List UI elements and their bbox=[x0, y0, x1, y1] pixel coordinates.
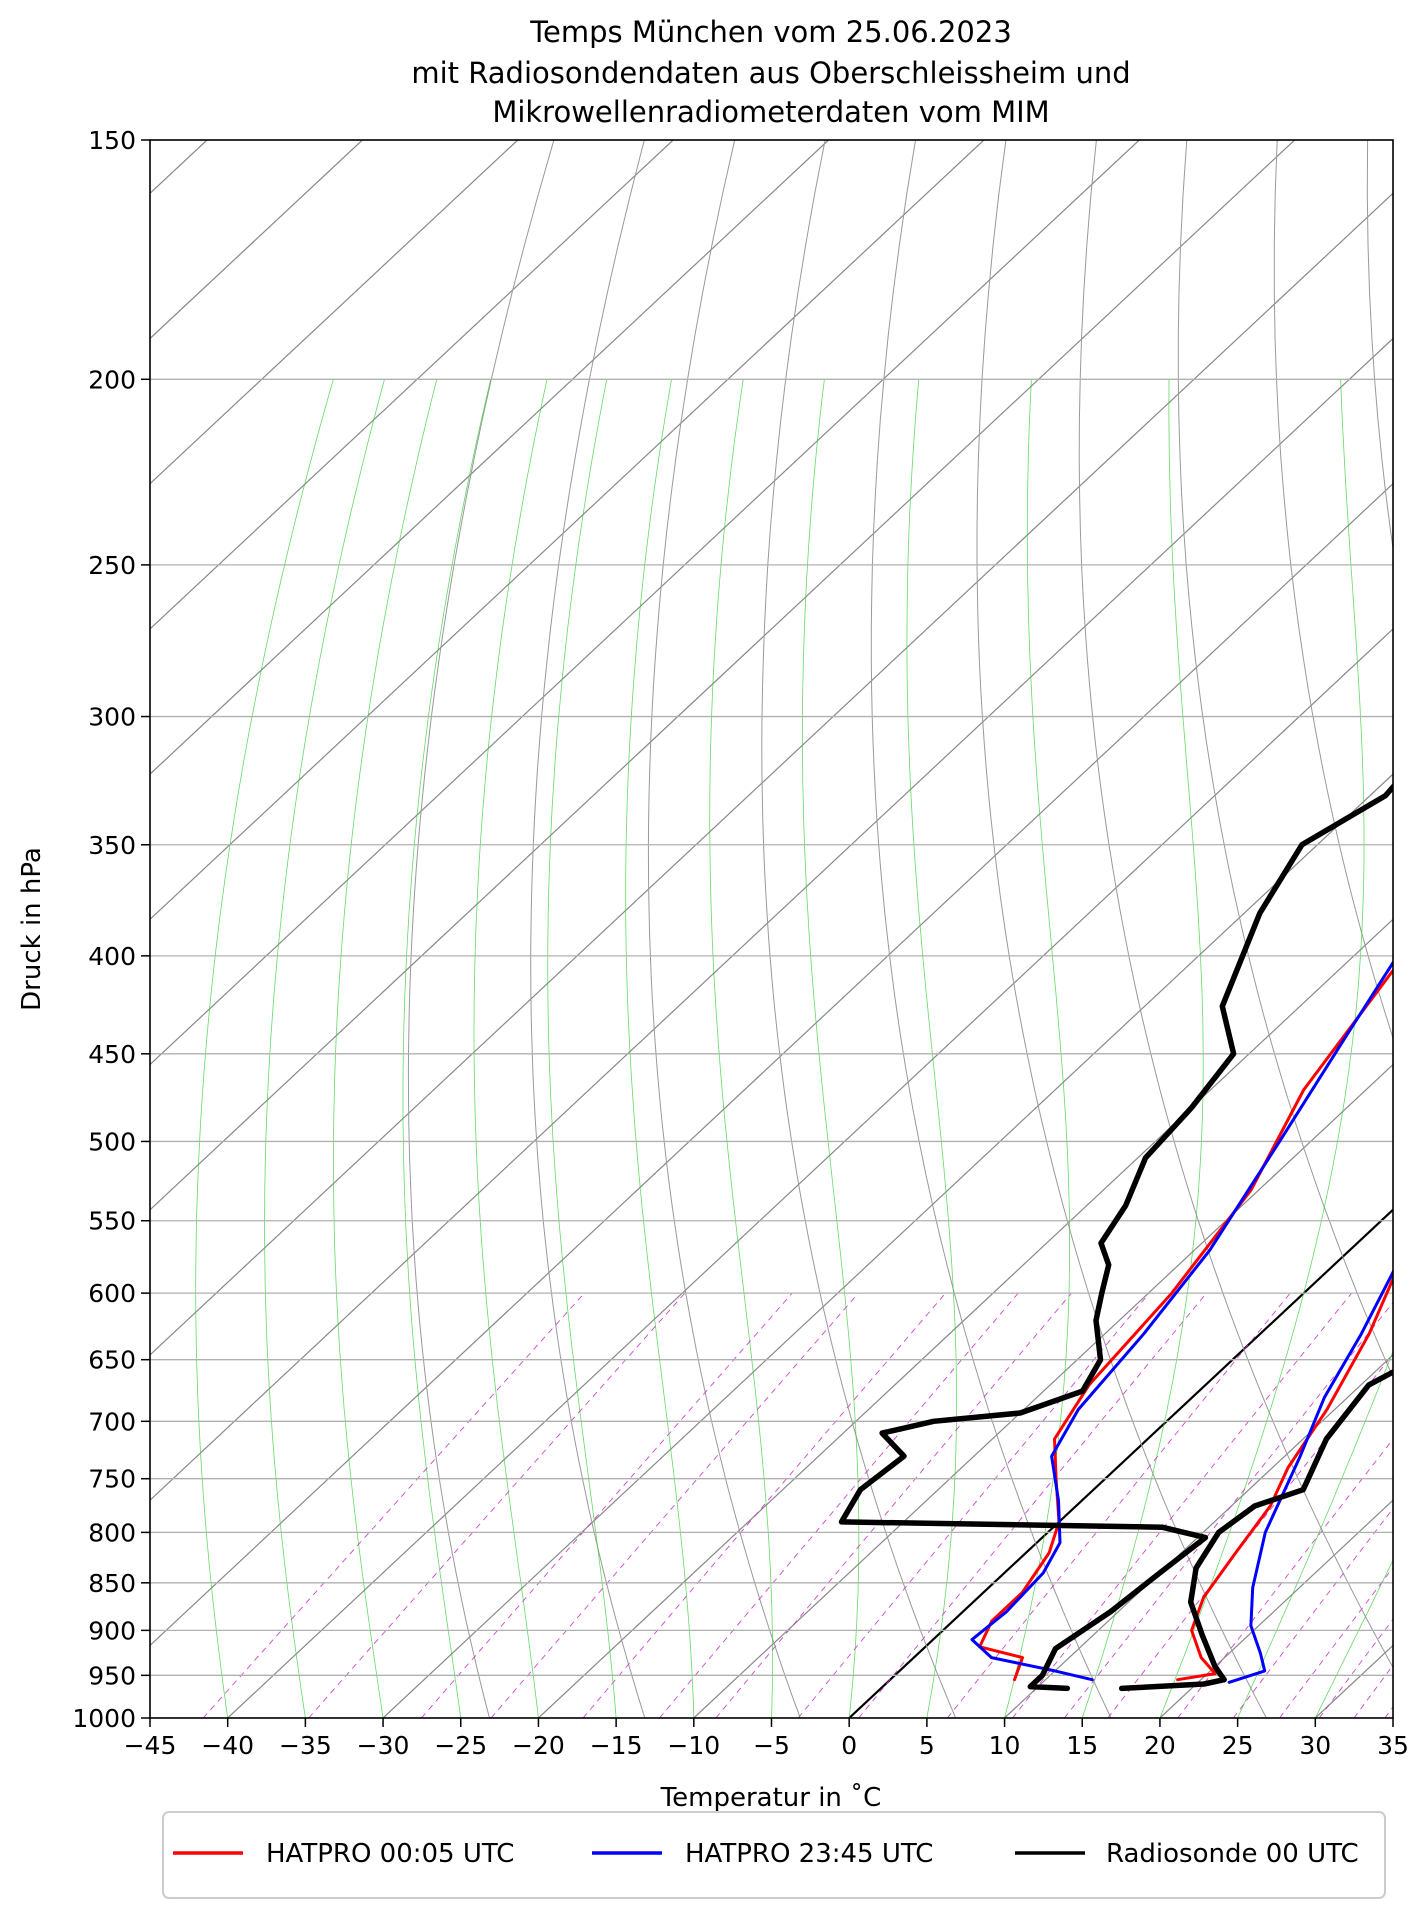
y-tick-label: 650 bbox=[88, 1346, 136, 1375]
x-tick-label: −25 bbox=[434, 1731, 487, 1760]
legend-label-radiosonde: Radiosonde 00 UTC bbox=[1106, 1839, 1359, 1869]
y-axis-label: Druck in hPa bbox=[17, 847, 47, 1011]
x-tick-label: −5 bbox=[753, 1731, 790, 1760]
x-tick-label: 0 bbox=[841, 1731, 857, 1760]
y-tick-label: 150 bbox=[88, 126, 136, 155]
x-tick-label: −45 bbox=[124, 1731, 177, 1760]
x-tick-label: 5 bbox=[919, 1731, 935, 1760]
y-tick-label: 900 bbox=[88, 1616, 136, 1645]
x-tick-label: −30 bbox=[357, 1731, 410, 1760]
y-tick-label: 250 bbox=[88, 551, 136, 580]
x-tick-label: −35 bbox=[279, 1731, 332, 1760]
x-tick-label: −40 bbox=[201, 1731, 254, 1760]
x-tick-label: 35 bbox=[1377, 1731, 1409, 1760]
y-tick-label: 950 bbox=[88, 1661, 136, 1690]
legend: HATPRO 00:05 UTC HATPRO 23:45 UTC Radios… bbox=[163, 1812, 1385, 1898]
x-axis-label: Temperatur in ˚C bbox=[660, 1783, 882, 1813]
chart-title-line-2: mit Radiosondendaten aus Oberschleisshei… bbox=[411, 56, 1130, 90]
x-tick-label: 30 bbox=[1299, 1731, 1331, 1760]
y-tick-label: 700 bbox=[88, 1407, 136, 1436]
x-tick-label: 15 bbox=[1066, 1731, 1098, 1760]
chart-title-line-1: Temps München vom 25.06.2023 bbox=[529, 15, 1012, 49]
y-tick-label: 200 bbox=[88, 365, 136, 394]
legend-label-hatpro-2345: HATPRO 23:45 UTC bbox=[685, 1839, 933, 1869]
x-tick-label: 10 bbox=[989, 1731, 1021, 1760]
y-tick-label: 350 bbox=[88, 831, 136, 860]
x-tick-label: −10 bbox=[667, 1731, 720, 1760]
y-tick-label: 750 bbox=[88, 1465, 136, 1494]
y-tick-label: 500 bbox=[88, 1127, 136, 1156]
x-tick-label: 25 bbox=[1222, 1731, 1254, 1760]
x-tick-label: −15 bbox=[590, 1731, 643, 1760]
y-tick-label: 800 bbox=[88, 1518, 136, 1547]
y-tick-label: 400 bbox=[88, 942, 136, 971]
x-tick-label: 20 bbox=[1144, 1731, 1176, 1760]
y-tick-label: 550 bbox=[88, 1207, 136, 1236]
y-tick-label: 850 bbox=[88, 1569, 136, 1598]
y-tick-label: 1000 bbox=[72, 1704, 136, 1733]
legend-label-hatpro-0005: HATPRO 00:05 UTC bbox=[266, 1839, 514, 1869]
y-tick-label: 450 bbox=[88, 1040, 136, 1069]
y-tick-label: 600 bbox=[88, 1279, 136, 1308]
y-tick-label: 300 bbox=[88, 703, 136, 732]
chart-title-line-3: Mikrowellenradiometerdaten vom MIM bbox=[492, 95, 1049, 129]
x-tick-label: −20 bbox=[512, 1731, 565, 1760]
